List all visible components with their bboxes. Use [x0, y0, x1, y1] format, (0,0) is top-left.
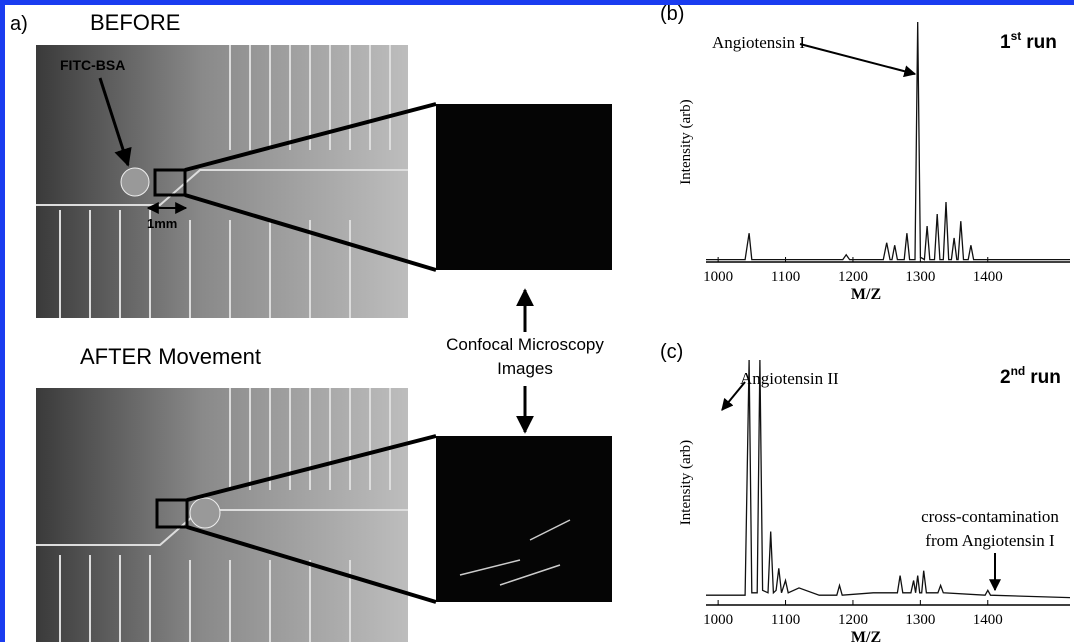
- x-tick-label: 1300: [905, 269, 935, 285]
- panel-label: (c): [660, 341, 683, 363]
- x-tick-label: 1200: [838, 269, 868, 285]
- zoom-box: [153, 168, 187, 197]
- run-text: run: [1030, 367, 1061, 388]
- y-axis-label: Intensity (arb): [678, 440, 694, 525]
- run-label: 2nd run: [1000, 364, 1061, 388]
- electrodes: [36, 45, 408, 318]
- run-suffix: nd: [1011, 364, 1026, 378]
- micro-image-before: [36, 45, 408, 318]
- x-tick-label: 1400: [973, 269, 1003, 285]
- x-tick-label: 1400: [973, 612, 1003, 628]
- x-tick-label: 1100: [771, 269, 800, 285]
- x-tick-label: 1000: [703, 612, 733, 628]
- x-tick-label: 1100: [771, 612, 800, 628]
- run-label: 1st run: [1000, 29, 1057, 53]
- border-left: [0, 0, 5, 642]
- run-suffix: st: [1011, 29, 1022, 43]
- after-label: AFTER Movement: [80, 344, 261, 369]
- run-ordinal: 2: [1000, 367, 1011, 388]
- confocal-label: Confocal Microscopy: [446, 335, 604, 354]
- confocal-label: Images: [497, 359, 553, 378]
- arrow: [721, 381, 746, 411]
- panel-label: (b): [660, 3, 684, 25]
- x-tick-label: 1200: [838, 612, 868, 628]
- micro-image-after: [36, 388, 408, 642]
- scale-label: 1mm: [147, 216, 177, 231]
- confocal-before: [436, 104, 612, 270]
- panel-a: a) BEFORE FITC-BSA 1mm AFTER Movement Co…: [10, 10, 612, 642]
- x-axis-label: M/Z: [851, 286, 881, 303]
- spectrum: [706, 359, 1071, 599]
- annotation: cross-contamination: [921, 507, 1059, 526]
- annotation: from Angiotensin I: [925, 531, 1055, 550]
- spectra: 1000 1100 1200 1300 1400 M/Z Intensity (arb) (b…: [660, 3, 1071, 642]
- x-tick-label: 1000: [703, 269, 733, 285]
- annotation: Angiotensin I: [712, 33, 805, 52]
- run-ordinal: 1: [1000, 32, 1011, 53]
- panel-label: a): [10, 13, 28, 35]
- droplet-moved: [189, 497, 221, 529]
- droplet: [120, 167, 150, 197]
- x-tick-label: 1300: [905, 612, 935, 628]
- annotation: Angiotensin II: [740, 369, 839, 388]
- border-top: [0, 0, 1074, 5]
- spectrum: [706, 21, 1070, 261]
- arrow: [799, 43, 917, 78]
- before-label: BEFORE: [90, 10, 180, 35]
- run-text: run: [1026, 32, 1057, 53]
- fitc-label: FITC-BSA: [60, 57, 125, 73]
- y-axis-label: Intensity (arb): [678, 99, 694, 184]
- x-axis-label: M/Z: [851, 629, 881, 642]
